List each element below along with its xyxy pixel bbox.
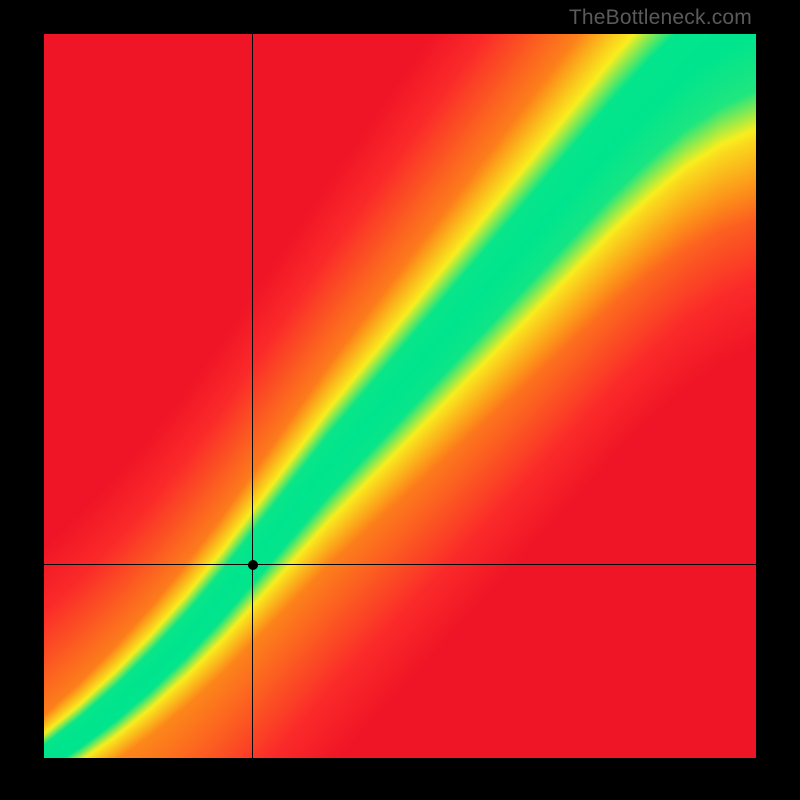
heatmap-plot (44, 34, 756, 758)
crosshair-horizontal (44, 564, 756, 565)
crosshair-vertical (252, 34, 253, 758)
crosshair-marker (248, 560, 258, 570)
watermark-text: TheBottleneck.com (569, 6, 752, 30)
heatmap-canvas (44, 34, 756, 758)
